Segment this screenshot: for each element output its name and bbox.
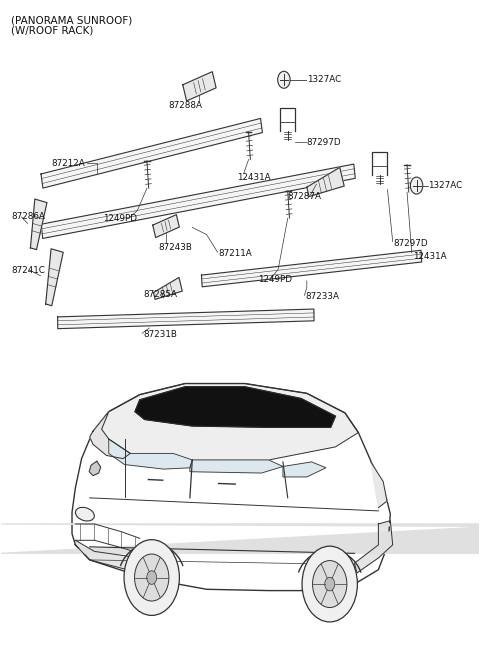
Polygon shape [30,199,47,250]
Polygon shape [109,439,192,469]
Polygon shape [355,521,393,573]
Circle shape [302,546,358,622]
Text: 87231B: 87231B [143,330,177,339]
Polygon shape [283,462,326,477]
Polygon shape [90,411,130,459]
Text: 87211A: 87211A [218,249,252,258]
Circle shape [410,177,423,194]
Circle shape [312,561,347,607]
Circle shape [278,72,290,89]
Polygon shape [183,72,216,101]
Text: 1249PD: 1249PD [258,275,292,284]
Polygon shape [102,384,359,460]
Text: 1327AC: 1327AC [429,181,463,190]
Polygon shape [1,524,480,554]
Text: 87288A: 87288A [168,100,202,110]
Polygon shape [153,215,180,237]
Text: 87297D: 87297D [394,239,428,247]
Polygon shape [202,251,422,287]
Text: 12431A: 12431A [413,252,446,260]
Polygon shape [154,277,182,299]
Text: 87243B: 87243B [159,243,193,251]
Text: 1249PD: 1249PD [103,214,137,223]
Polygon shape [41,164,355,238]
Circle shape [124,540,180,615]
Text: (W/ROOF RACK): (W/ROOF RACK) [11,26,93,35]
Polygon shape [190,460,283,473]
Polygon shape [135,387,336,427]
Text: (PANORAMA SUNROOF): (PANORAMA SUNROOF) [11,16,132,26]
Text: 87286A: 87286A [11,213,45,222]
Text: 87285A: 87285A [143,289,177,298]
Text: 12431A: 12431A [237,173,270,182]
Text: 1327AC: 1327AC [307,75,341,84]
Polygon shape [1,465,480,554]
Text: 87241C: 87241C [11,266,45,275]
Text: 87287A: 87287A [288,192,322,201]
Polygon shape [46,249,63,306]
Polygon shape [307,167,344,197]
Polygon shape [41,119,263,188]
Text: 87297D: 87297D [307,138,341,147]
Text: 87212A: 87212A [51,159,85,168]
Circle shape [325,577,335,591]
Polygon shape [89,461,101,476]
Text: 87233A: 87233A [305,292,339,301]
Circle shape [134,554,169,601]
Circle shape [147,571,156,584]
Polygon shape [58,309,314,329]
Polygon shape [371,462,387,508]
Polygon shape [75,541,171,576]
Ellipse shape [75,507,95,521]
